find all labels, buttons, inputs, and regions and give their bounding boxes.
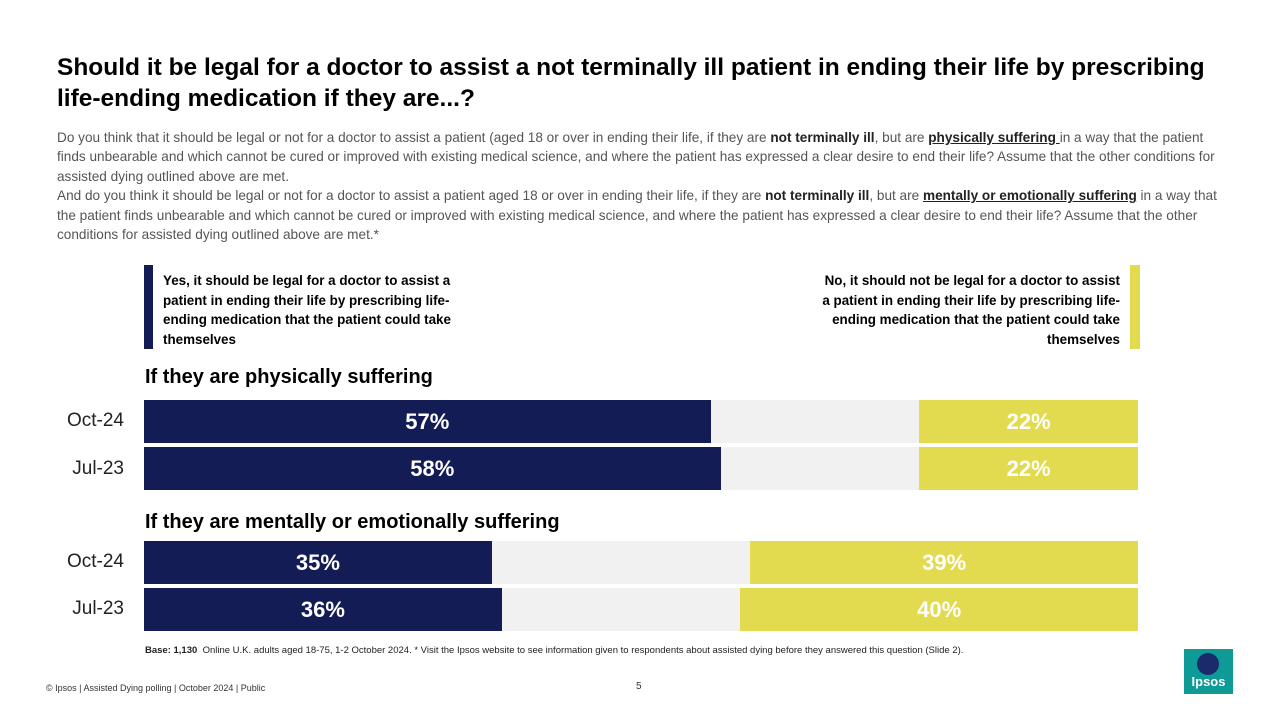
logo-text: Ipsos: [1191, 674, 1226, 689]
question-text-part: And do you think it should be legal or n…: [57, 188, 766, 204]
question-emphasis: not terminally ill: [765, 188, 870, 204]
question-text: Do you think that it should be legal or …: [57, 128, 1217, 244]
legend-no: No, it should not be legal for a doctor …: [820, 265, 1140, 349]
group-title-mental: If they are mentally or emotionally suff…: [145, 511, 560, 533]
question-text-part: in a way that the patient finds unbearab…: [57, 188, 1217, 243]
question-text-part: , but are: [869, 188, 923, 204]
question-emphasis: physically suffering: [928, 130, 1060, 145]
bar-no: 22%: [919, 400, 1138, 443]
bar-yes: 58%: [144, 447, 721, 490]
question-text-part: Do you think that it should be legal or …: [57, 130, 771, 145]
bar-row: 57% 22%: [144, 400, 1138, 443]
row-label: Oct-24: [66, 551, 124, 572]
bar-no-label: 22%: [1006, 408, 1051, 434]
bar-no: 40%: [740, 588, 1138, 631]
logo-mark-icon: [1197, 653, 1219, 675]
question-text-part: in a way that the patient finds unbearab…: [57, 130, 1215, 184]
bar-yes-label: 58%: [410, 455, 455, 481]
base-text: Online U.K. adults aged 18-75, 1-2 Octob…: [202, 645, 964, 656]
bar-no-label: 40%: [917, 596, 962, 622]
legend-yes: Yes, it should be legal for a doctor to …: [144, 265, 454, 349]
bar-no: 22%: [919, 447, 1138, 490]
bar-row: 35% 39%: [144, 541, 1138, 584]
question-mental: And do you think it should be legal or n…: [57, 186, 1217, 244]
question-physical: Do you think that it should be legal or …: [57, 128, 1217, 186]
base-label: Base: 1,130: [145, 645, 198, 656]
bar-no: 39%: [750, 541, 1138, 584]
question-emphasis: mentally or emotionally suffering: [922, 188, 1137, 204]
bar-no-label: 39%: [922, 549, 967, 575]
page-number: 5: [636, 681, 642, 692]
bar-yes: 57%: [144, 400, 711, 443]
bar-yes-label: 57%: [405, 408, 450, 434]
bar-row: 36% 40%: [144, 588, 1138, 631]
bar-row: 58% 22%: [144, 447, 1138, 490]
bar-yes-label: 36%: [300, 596, 345, 622]
row-label: Jul-23: [72, 458, 124, 479]
bar-yes: 36%: [144, 588, 502, 631]
page-title: Should it be legal for a doctor to assis…: [57, 54, 1205, 112]
group-title-physical: If they are physically suffering: [145, 366, 433, 388]
question-emphasis: not terminally ill: [770, 130, 875, 145]
footer: © Ipsos | Assisted Dying polling | Octob…: [46, 683, 266, 693]
bar-no-label: 22%: [1006, 455, 1051, 481]
ipsos-logo: Ipsos: [1184, 649, 1233, 694]
row-label: Oct-24: [66, 410, 124, 431]
bar-yes-label: 35%: [295, 549, 340, 575]
row-label: Jul-23: [72, 598, 124, 619]
question-text-part: , but are: [874, 130, 929, 145]
base-note: Base: 1,130 Online U.K. adults aged 18-7…: [145, 645, 963, 656]
bar-yes: 35%: [144, 541, 492, 584]
